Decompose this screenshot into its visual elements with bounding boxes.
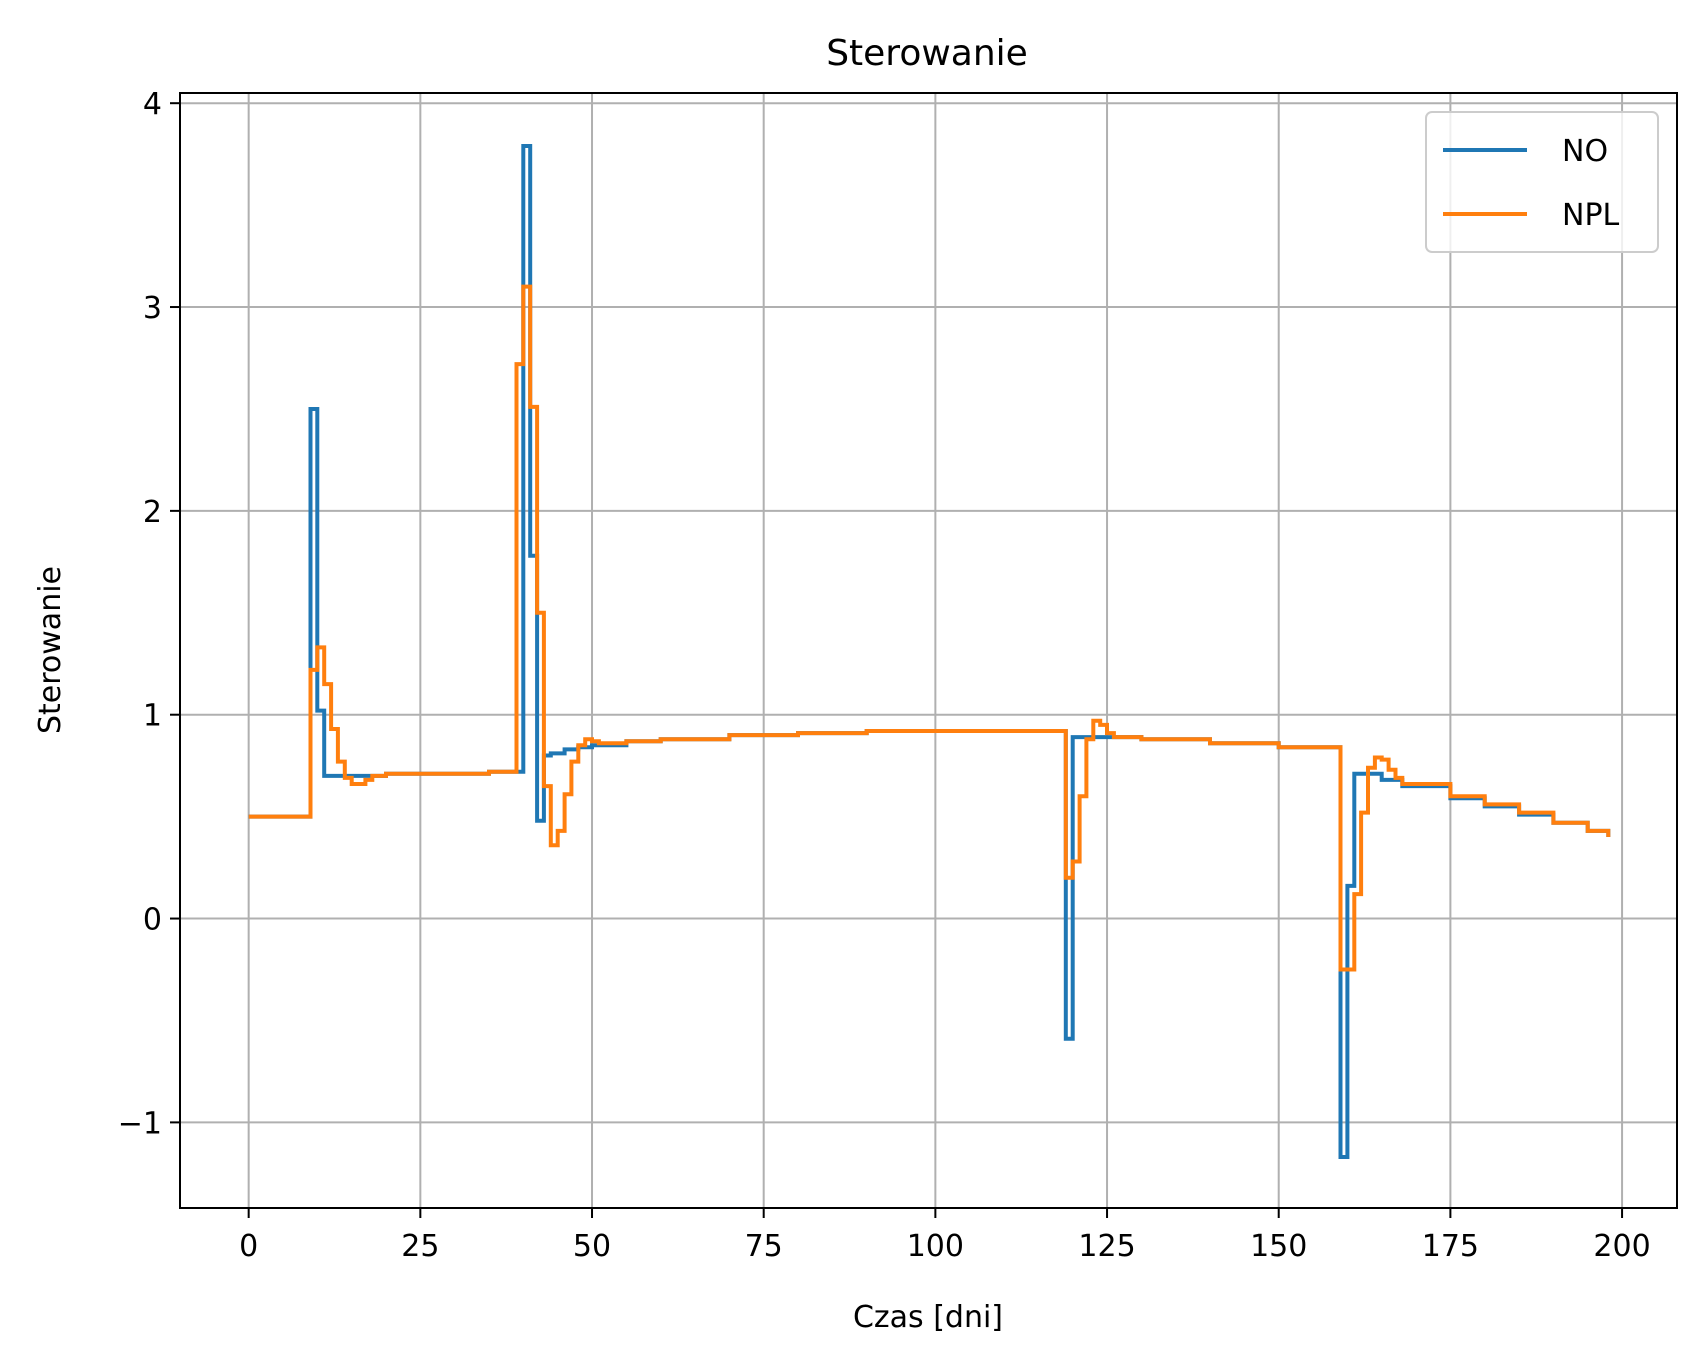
x-tick-label: 50 [573, 1229, 611, 1264]
x-tick-label: 100 [907, 1229, 964, 1264]
legend-label-NPL: NPL [1562, 198, 1620, 233]
y-tick-label: 0 [143, 903, 162, 938]
grid [180, 93, 1677, 1208]
x-tick-label: 175 [1422, 1229, 1479, 1264]
y-tick-label: 3 [143, 291, 162, 326]
x-axis: 0 25 50 75 100 125 150 175 200 [239, 1208, 1651, 1264]
legend-box [1425, 111, 1659, 253]
y-axis: −1 0 1 2 3 4 [118, 87, 180, 1141]
series-layer [248, 144, 1611, 1159]
y-tick-label: 4 [143, 87, 162, 122]
x-tick-label: 75 [745, 1229, 783, 1264]
x-tick-label: 0 [239, 1229, 258, 1264]
y-axis-label: Sterowanie [33, 566, 68, 734]
x-tick-label: 200 [1593, 1229, 1650, 1264]
plot-frame [179, 92, 1678, 1209]
chart-title: Sterowanie [826, 33, 1028, 74]
x-tick-label: 25 [401, 1229, 439, 1264]
x-tick-label: 150 [1250, 1229, 1307, 1264]
y-tick-label: −1 [118, 1106, 162, 1141]
x-tick-label: 125 [1078, 1229, 1135, 1264]
y-tick-label: 2 [143, 495, 162, 530]
series-line-NPL [248, 284, 1611, 972]
legend: NO NPL [1425, 111, 1659, 253]
x-axis-label: Czas [dni] [853, 1300, 1003, 1335]
y-tick-label: 1 [143, 699, 162, 734]
legend-label-NO: NO [1562, 134, 1608, 169]
